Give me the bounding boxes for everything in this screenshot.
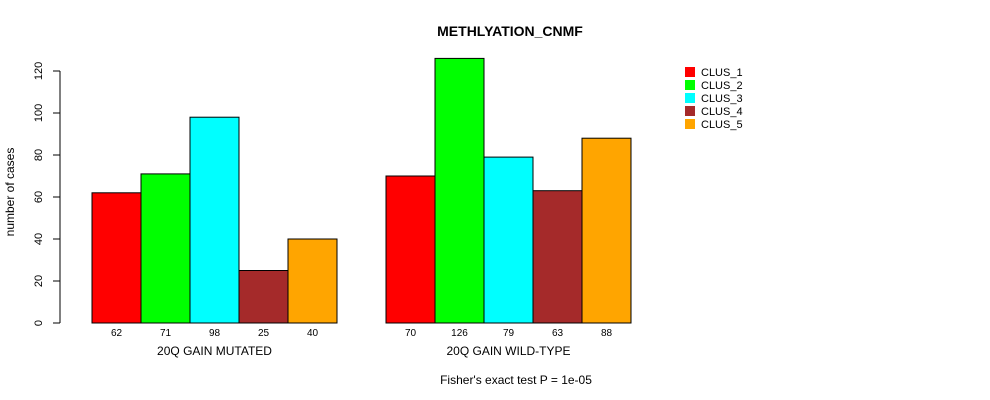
- bar-value-label: 98: [209, 328, 221, 339]
- legend-swatch-clus-5: [685, 119, 695, 129]
- legend-swatch-clus-2: [685, 80, 695, 90]
- group-label-0: 20Q GAIN MUTATED: [157, 344, 272, 358]
- bar-value-label: 126: [451, 328, 468, 339]
- bar-group-1: 70 126 79 63 88 20Q GAIN WILD-TYPE: [385, 57, 632, 358]
- y-tick-label-2: 40: [33, 233, 45, 245]
- legend-swatch-clus-1: [685, 67, 695, 77]
- bar-value-label: 63: [552, 328, 564, 339]
- bar-value-label: 25: [258, 328, 270, 339]
- bar-clus-4-group-0: [238, 270, 289, 324]
- legend-swatch-clus-4: [685, 106, 695, 116]
- bar-group-0: 62 71 98 25 40 20Q GAIN MUTATED: [91, 116, 338, 358]
- bar-clus-3-group-0: [189, 116, 240, 324]
- bar-clus-5-group-1: [581, 137, 632, 324]
- y-tick-label-4: 80: [33, 149, 45, 161]
- y-axis-label: number of cases: [3, 148, 17, 237]
- bar-clus-4-group-1: [532, 190, 583, 324]
- bar-clus-2-group-0: [140, 173, 191, 324]
- legend-label-clus-2: CLUS_2: [701, 80, 743, 92]
- y-tick-label-0: 0: [33, 320, 45, 326]
- bar-clus-3-group-1: [483, 156, 534, 324]
- y-axis-ticks: 0 20 40 60 80 100 120: [33, 62, 60, 326]
- legend-label-clus-4: CLUS_4: [701, 106, 743, 118]
- legend-label-clus-5: CLUS_5: [701, 119, 743, 131]
- bar-clus-1-group-0: [91, 192, 142, 324]
- y-tick-label-1: 20: [33, 275, 45, 287]
- bar-clus-2-group-1: [434, 57, 485, 324]
- chart-title: METHLYATION_CNMF: [437, 23, 583, 39]
- legend-label-clus-3: CLUS_3: [701, 93, 743, 105]
- y-tick-label-3: 60: [33, 191, 45, 203]
- y-tick-label-6: 120: [33, 62, 45, 80]
- y-tick-label-5: 100: [33, 104, 45, 122]
- bar-value-label: 88: [601, 328, 613, 339]
- fisher-test-note: Fisher's exact test P = 1e-05: [440, 373, 592, 387]
- bar-value-label: 62: [111, 328, 123, 339]
- bar-value-label: 79: [503, 328, 515, 339]
- bar-groups: 62 71 98 25 40 20Q GAIN MUTATED 70 126 79 63 88 20Q…: [91, 57, 632, 358]
- bar-value-label: 71: [160, 328, 172, 339]
- bar-clus-1-group-1: [385, 175, 436, 324]
- bar-value-label: 40: [307, 328, 319, 339]
- bar-value-label: 70: [405, 328, 417, 339]
- bar-clus-5-group-0: [287, 238, 338, 324]
- legend-swatch-clus-3: [685, 93, 695, 103]
- legend-label-clus-1: CLUS_1: [701, 67, 743, 79]
- group-label-1: 20Q GAIN WILD-TYPE: [446, 344, 570, 358]
